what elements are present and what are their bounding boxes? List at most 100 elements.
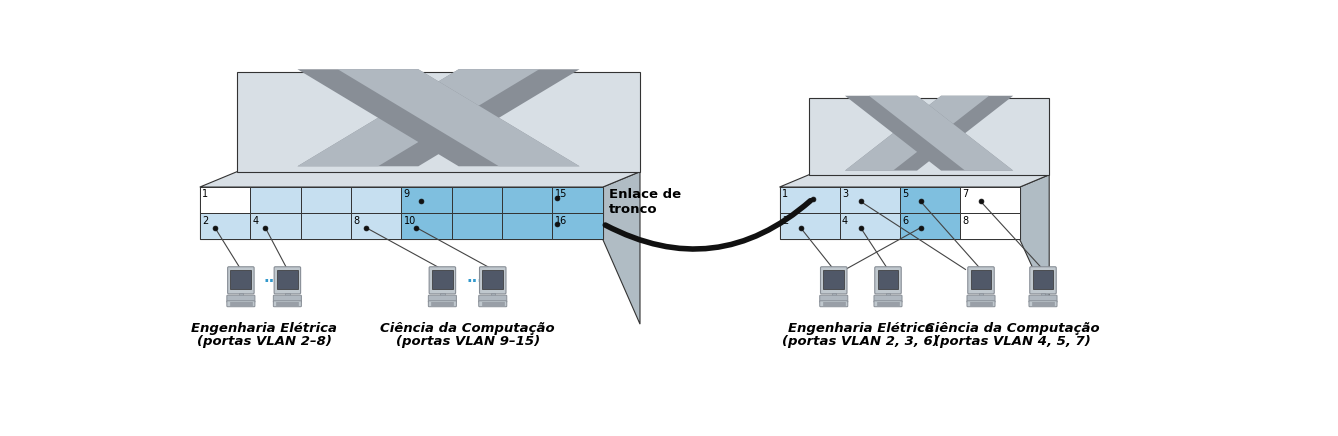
FancyBboxPatch shape xyxy=(273,295,301,302)
FancyBboxPatch shape xyxy=(273,301,301,307)
Bar xyxy=(285,293,289,296)
Bar xyxy=(301,213,351,239)
Text: Ciência da Computação: Ciência da Computação xyxy=(380,322,555,335)
Polygon shape xyxy=(297,69,539,166)
Bar xyxy=(839,213,899,239)
Bar xyxy=(553,213,603,239)
Bar xyxy=(553,187,603,213)
Text: Engenharia Elétrica: Engenharia Elétrica xyxy=(191,322,337,335)
Bar xyxy=(401,187,452,213)
Bar xyxy=(250,187,301,213)
Bar xyxy=(440,293,444,296)
FancyBboxPatch shape xyxy=(428,301,456,307)
FancyBboxPatch shape xyxy=(227,267,254,294)
Polygon shape xyxy=(846,96,989,170)
FancyBboxPatch shape xyxy=(970,269,991,289)
Text: ...: ... xyxy=(467,270,484,286)
Polygon shape xyxy=(603,172,640,324)
Text: Enlace de
tronco: Enlace de tronco xyxy=(609,188,681,216)
Bar xyxy=(238,293,244,296)
Bar xyxy=(502,187,553,213)
FancyBboxPatch shape xyxy=(277,269,298,289)
FancyBboxPatch shape xyxy=(823,269,844,289)
FancyArrowPatch shape xyxy=(605,201,811,249)
Polygon shape xyxy=(809,98,1049,175)
Text: 9: 9 xyxy=(404,189,409,199)
FancyBboxPatch shape xyxy=(878,269,898,289)
FancyBboxPatch shape xyxy=(479,301,507,307)
Bar xyxy=(886,293,890,296)
FancyBboxPatch shape xyxy=(230,269,252,289)
Text: 4: 4 xyxy=(842,215,848,225)
Bar xyxy=(401,213,452,239)
Bar xyxy=(1041,293,1045,296)
FancyBboxPatch shape xyxy=(432,269,452,289)
Text: ...: ... xyxy=(264,270,281,286)
Text: 8: 8 xyxy=(353,215,360,225)
Text: 5: 5 xyxy=(902,189,909,199)
Bar xyxy=(979,293,983,296)
Polygon shape xyxy=(846,96,1013,170)
Bar xyxy=(832,293,836,296)
Bar xyxy=(199,187,250,213)
Text: (portas VLAN 2, 3, 6): (portas VLAN 2, 3, 6) xyxy=(783,335,939,348)
Bar xyxy=(351,213,401,239)
Bar xyxy=(351,187,401,213)
Bar xyxy=(250,213,301,239)
Bar xyxy=(452,187,502,213)
Bar xyxy=(301,187,351,213)
Text: 15: 15 xyxy=(555,189,567,199)
Bar xyxy=(780,213,839,239)
Bar xyxy=(959,213,1020,239)
Text: (portas VLAN 4, 5, 7): (portas VLAN 4, 5, 7) xyxy=(934,335,1090,348)
FancyBboxPatch shape xyxy=(428,295,456,302)
FancyBboxPatch shape xyxy=(967,301,995,307)
Bar xyxy=(899,213,959,239)
Text: 10: 10 xyxy=(404,215,416,225)
Polygon shape xyxy=(868,96,1013,170)
Bar xyxy=(491,293,495,296)
Text: 6: 6 xyxy=(902,215,909,225)
Bar xyxy=(839,187,899,213)
FancyBboxPatch shape xyxy=(967,295,995,302)
Bar xyxy=(502,213,553,239)
FancyBboxPatch shape xyxy=(874,295,902,302)
Polygon shape xyxy=(237,72,640,172)
Polygon shape xyxy=(297,69,579,166)
Text: 3: 3 xyxy=(842,189,848,199)
Polygon shape xyxy=(297,69,579,166)
FancyBboxPatch shape xyxy=(1029,295,1057,302)
FancyBboxPatch shape xyxy=(874,301,902,307)
Text: 2: 2 xyxy=(202,215,209,225)
FancyBboxPatch shape xyxy=(479,267,506,294)
Bar xyxy=(452,213,502,239)
Polygon shape xyxy=(846,96,1013,170)
FancyBboxPatch shape xyxy=(429,267,456,294)
Bar xyxy=(199,187,603,239)
FancyBboxPatch shape xyxy=(274,267,301,294)
Bar xyxy=(780,187,839,213)
Text: 4: 4 xyxy=(253,215,258,225)
Text: 16: 16 xyxy=(555,215,567,225)
FancyBboxPatch shape xyxy=(483,269,503,289)
Polygon shape xyxy=(780,175,1049,187)
FancyBboxPatch shape xyxy=(1033,269,1053,289)
Polygon shape xyxy=(1020,175,1049,304)
Text: 1: 1 xyxy=(202,189,209,199)
FancyBboxPatch shape xyxy=(820,267,847,294)
FancyBboxPatch shape xyxy=(1030,267,1056,294)
FancyBboxPatch shape xyxy=(820,295,848,302)
FancyBboxPatch shape xyxy=(479,295,507,302)
Text: 2: 2 xyxy=(781,215,788,225)
FancyBboxPatch shape xyxy=(227,301,256,307)
FancyBboxPatch shape xyxy=(967,267,994,294)
FancyBboxPatch shape xyxy=(875,267,902,294)
Bar xyxy=(199,213,250,239)
Text: 7: 7 xyxy=(962,189,969,199)
Text: 8: 8 xyxy=(962,215,969,225)
FancyBboxPatch shape xyxy=(820,301,848,307)
Text: 1: 1 xyxy=(781,189,788,199)
Bar xyxy=(780,187,1020,239)
Text: Engenharia Elétrica: Engenharia Elétrica xyxy=(788,322,934,335)
Text: Ciência da Computação: Ciência da Computação xyxy=(925,322,1100,335)
